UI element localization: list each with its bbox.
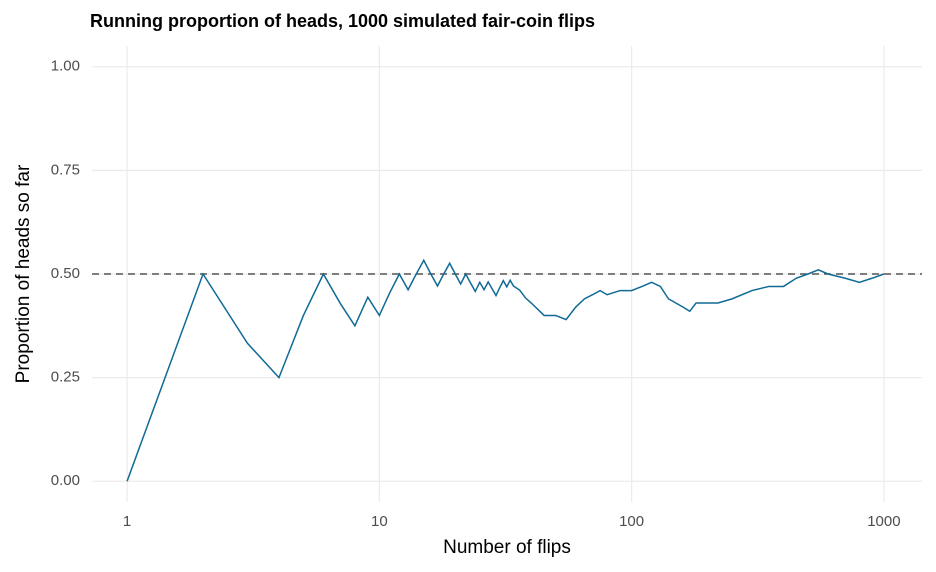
y-axis-title: Proportion of heads so far <box>13 164 34 383</box>
y-tick-label: 0.50 <box>51 265 80 282</box>
y-tick-label: 0.25 <box>51 369 80 386</box>
chart-title: Running proportion of heads, 1000 simula… <box>90 11 595 31</box>
x-tick-label: 1 <box>123 513 131 530</box>
y-tick-label: 0.75 <box>51 161 80 178</box>
x-tick-label: 10 <box>371 513 388 530</box>
y-tick-label: 1.00 <box>51 58 80 75</box>
x-tick-label: 100 <box>619 513 644 530</box>
x-axis-title: Number of flips <box>443 537 571 558</box>
data-line <box>126 258 885 482</box>
y-tick-label: 0.00 <box>51 472 80 489</box>
x-tick-label: 1000 <box>867 513 900 530</box>
